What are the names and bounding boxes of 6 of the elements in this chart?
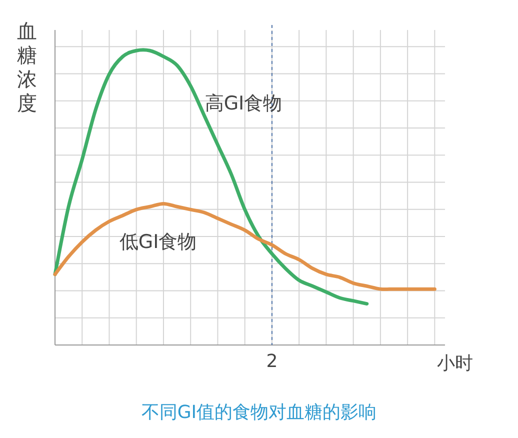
y-axis-title: 血糖浓度 (17, 19, 37, 115)
x-axis-title: 小时 (437, 353, 473, 374)
text: 不同GI值的食物对血糖的影响 (141, 402, 377, 423)
series-label: 高GI食物 (204, 92, 282, 114)
series-label: 低GI食物 (119, 230, 197, 253)
text: 2 (266, 351, 278, 372)
